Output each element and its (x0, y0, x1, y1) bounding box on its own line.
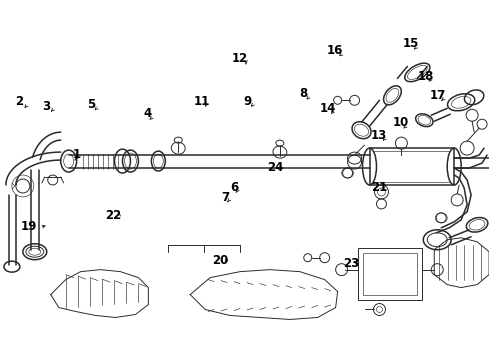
Text: 16: 16 (327, 44, 343, 57)
Text: 21: 21 (371, 181, 388, 194)
Text: 12: 12 (232, 51, 248, 64)
Text: 15: 15 (403, 37, 419, 50)
Text: 9: 9 (244, 95, 251, 108)
Text: 4: 4 (143, 107, 151, 120)
Text: 11: 11 (194, 95, 210, 108)
Bar (363, 253, 417, 294)
Bar (358, 248, 422, 300)
Text: 8: 8 (299, 87, 308, 100)
Text: 18: 18 (417, 69, 434, 82)
Text: 1: 1 (73, 148, 81, 161)
Bar (369, 148, 454, 185)
Text: 10: 10 (393, 116, 409, 129)
Text: 23: 23 (343, 257, 360, 270)
Text: 14: 14 (320, 102, 336, 115)
Text: 19: 19 (21, 220, 37, 233)
Text: 6: 6 (230, 181, 239, 194)
Text: 17: 17 (430, 89, 446, 102)
Text: 20: 20 (213, 254, 229, 267)
Text: 5: 5 (87, 98, 96, 111)
Text: 3: 3 (42, 100, 50, 113)
Text: 24: 24 (267, 161, 283, 174)
Text: 2: 2 (15, 95, 24, 108)
Text: 13: 13 (371, 129, 388, 142)
Text: 7: 7 (221, 192, 229, 204)
Text: 22: 22 (105, 210, 122, 222)
